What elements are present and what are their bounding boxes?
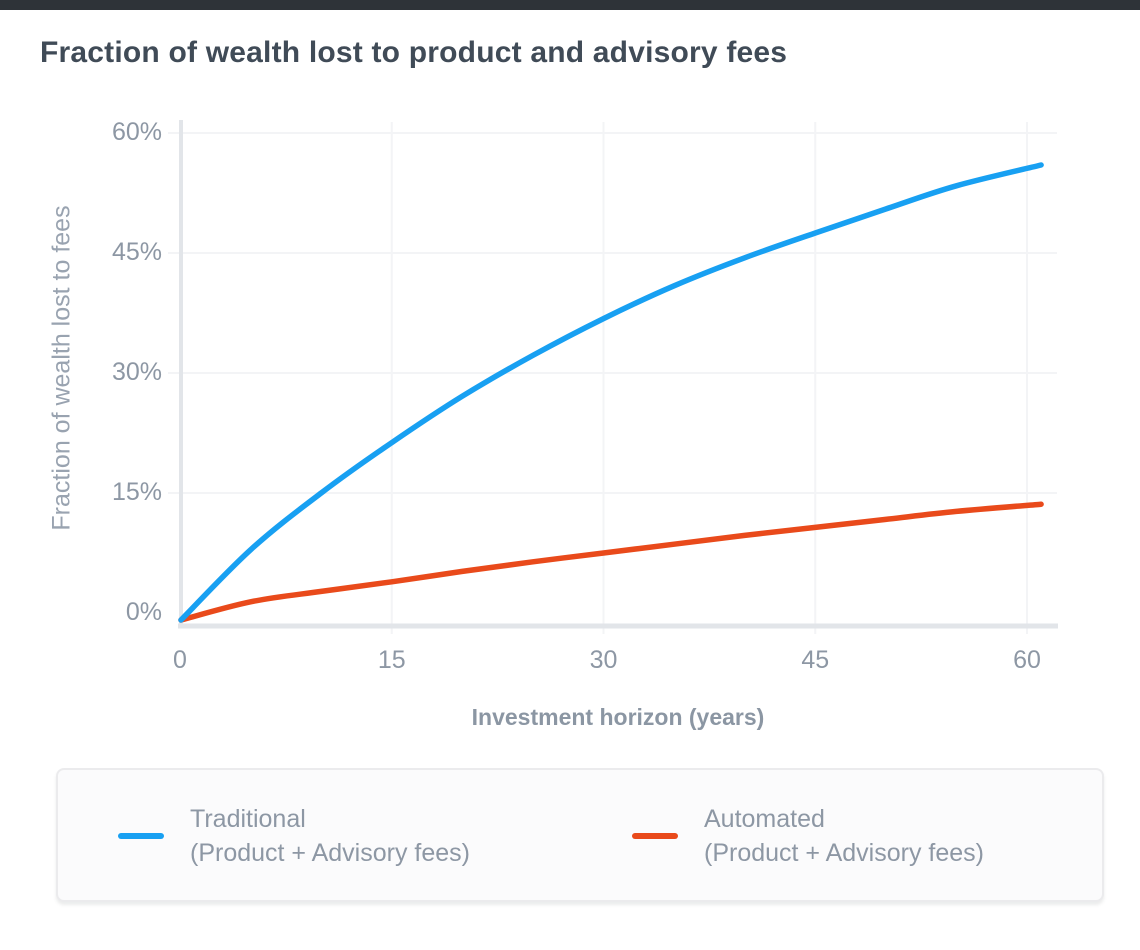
legend-item-automated: Automated (Product + Advisory fees) bbox=[632, 802, 984, 870]
chart-legend: Traditional (Product + Advisory fees) Au… bbox=[56, 768, 1104, 902]
legend-series-name: Automated bbox=[704, 805, 825, 833]
y-tick-label: 0% bbox=[125, 597, 162, 626]
top-accent-bar bbox=[0, 0, 1140, 10]
series-line-traditional bbox=[178, 162, 1044, 623]
legend-series-name: Traditional bbox=[190, 805, 306, 833]
series-line-automated bbox=[178, 501, 1044, 623]
x-tick-label: 15 bbox=[377, 646, 406, 674]
y-tick-label: 30% bbox=[111, 357, 162, 386]
x-axis-title: Investment horizon (years) bbox=[471, 704, 765, 730]
x-tick-label: 30 bbox=[589, 646, 618, 674]
x-tick-label: 0 bbox=[173, 646, 187, 674]
automated-line-swatch bbox=[632, 833, 678, 839]
legend-series-sublabel: (Product + Advisory fees) bbox=[704, 839, 984, 867]
legend-item-traditional: Traditional (Product + Advisory fees) bbox=[118, 802, 470, 870]
legend-label-traditional: Traditional (Product + Advisory fees) bbox=[190, 802, 470, 870]
legend-label-automated: Automated (Product + Advisory fees) bbox=[704, 802, 984, 870]
x-tick-label: 60 bbox=[1013, 646, 1041, 674]
x-tick-label: 45 bbox=[801, 646, 830, 674]
legend-series-sublabel: (Product + Advisory fees) bbox=[190, 839, 470, 867]
plot-area bbox=[168, 120, 1058, 634]
page-title: Fraction of wealth lost to product and a… bbox=[40, 36, 788, 69]
traditional-line-swatch bbox=[118, 833, 164, 839]
y-tick-label: 60% bbox=[111, 117, 162, 146]
y-tick-label: 15% bbox=[111, 477, 162, 506]
y-axis-title: Fraction of wealth lost to fees bbox=[47, 205, 76, 531]
fees-line-chart: 0% 15% 30% 45% 60% 0 15 30 45 60 Fraction of wea… bbox=[47, 117, 1058, 730]
y-tick-label: 45% bbox=[111, 237, 162, 266]
